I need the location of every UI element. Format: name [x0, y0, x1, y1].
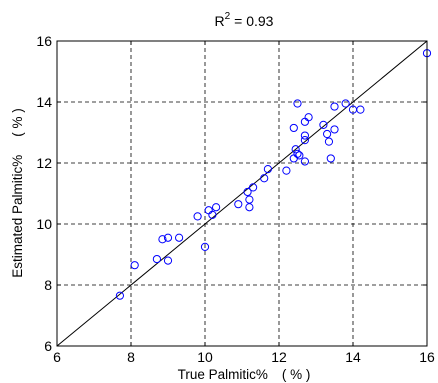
- x-tick-label: 10: [197, 349, 213, 365]
- data-point: [163, 256, 173, 265]
- x-tick-label: 6: [53, 349, 61, 365]
- data-point: [208, 210, 217, 219]
- data-point: [330, 102, 339, 111]
- data-point: [330, 125, 339, 134]
- data-point: [200, 242, 210, 251]
- data-point: [323, 129, 332, 139]
- data-points: [115, 49, 432, 300]
- data-point: [295, 151, 304, 160]
- data-point: [245, 203, 254, 212]
- x-tick-labels: 6 8 10 12 14 16: [53, 349, 435, 365]
- y-tick-label: 6: [44, 338, 52, 354]
- data-point: [282, 166, 291, 175]
- x-tick-label: 16: [419, 349, 435, 365]
- data-point: [293, 149, 302, 158]
- chart-title: R2 = 0.93: [215, 11, 274, 29]
- axis-ticks: [56, 40, 428, 347]
- data-point: [175, 233, 184, 242]
- x-tick-label: 14: [345, 349, 361, 365]
- data-point: [243, 187, 252, 197]
- data-point: [326, 154, 335, 163]
- grid-lines: [57, 41, 427, 346]
- x-axis-label: True Palmitic%( % ): [178, 367, 311, 382]
- data-point: [249, 183, 258, 192]
- data-point: [212, 203, 221, 212]
- data-point: [300, 157, 309, 166]
- x-tick-label: 8: [127, 349, 135, 365]
- data-point: [304, 113, 313, 122]
- y-tick-labels: 6 8 10 12 14 16: [36, 33, 52, 354]
- y-tick-label: 16: [36, 33, 52, 49]
- data-point: [234, 200, 243, 209]
- y-tick-label: 12: [36, 155, 52, 171]
- data-point: [291, 145, 300, 154]
- x-tick-label: 12: [271, 349, 287, 365]
- y-tick-label: 8: [44, 277, 52, 293]
- data-point: [263, 165, 272, 174]
- data-point: [260, 174, 269, 183]
- data-point: [152, 254, 161, 264]
- y-axis-label: Estimated Palmitic%( % ): [10, 108, 25, 278]
- y-tick-label: 10: [36, 216, 52, 232]
- data-point: [293, 99, 302, 108]
- data-point: [130, 261, 139, 270]
- data-point: [115, 291, 125, 300]
- data-point: [163, 233, 173, 242]
- y-tick-label: 14: [36, 94, 52, 110]
- data-point: [356, 105, 365, 114]
- data-point: [300, 136, 309, 145]
- data-point: [319, 120, 328, 129]
- data-point: [289, 123, 298, 133]
- data-point: [324, 137, 334, 146]
- data-point: [300, 131, 309, 140]
- reference-line: [56, 40, 428, 347]
- reference-line-group: [56, 40, 428, 347]
- data-point: [341, 99, 350, 108]
- plot-frame: [56, 40, 428, 347]
- data-point: [158, 235, 167, 244]
- data-point: [193, 212, 202, 221]
